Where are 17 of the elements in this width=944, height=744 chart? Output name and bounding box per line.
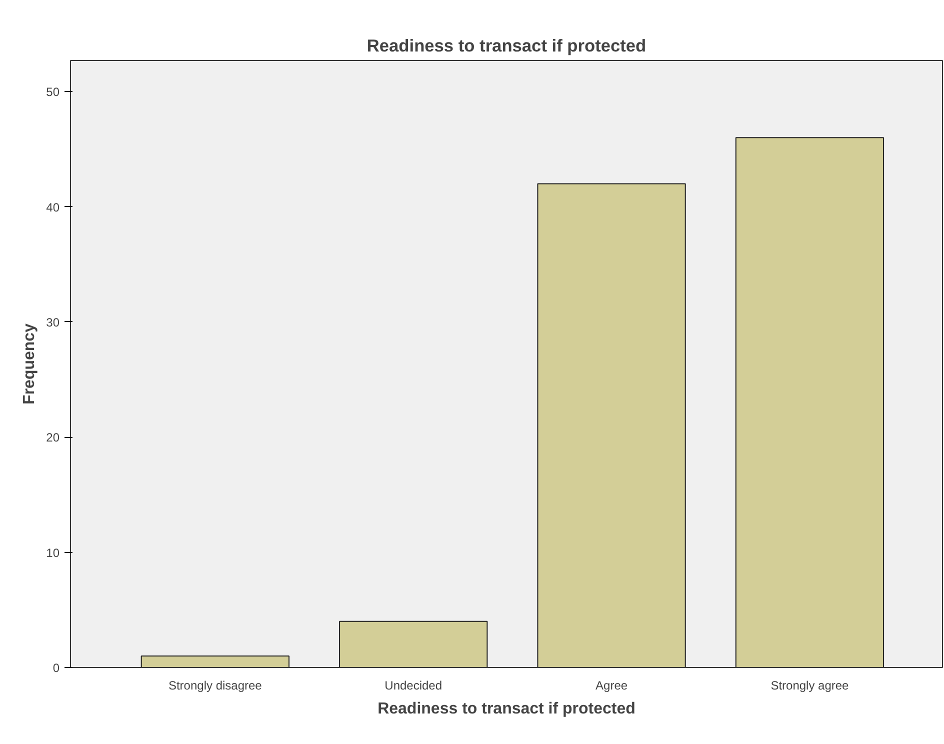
y-tick-label: 50 [46,85,60,100]
x-tick-label: Strongly agree [770,678,850,692]
bar [140,655,290,668]
bar [339,620,488,668]
y-axis-title: Frequency [21,323,38,404]
y-tick-label: 30 [46,315,60,330]
x-tick-label: Strongly disagree [168,678,262,692]
bar [537,183,686,668]
chart-title: Readiness to transact if protected [366,36,646,56]
x-tick-label: Agree [596,678,628,692]
x-tick-label: Undecided [384,678,442,692]
y-tick-label: 10 [46,546,60,560]
bar [735,137,884,668]
y-tick-label: 0 [52,661,60,675]
y-tick-label: 20 [46,430,60,445]
y-tick-label: 40 [46,200,60,214]
x-axis-title: Readiness to transact if protected [378,700,636,718]
